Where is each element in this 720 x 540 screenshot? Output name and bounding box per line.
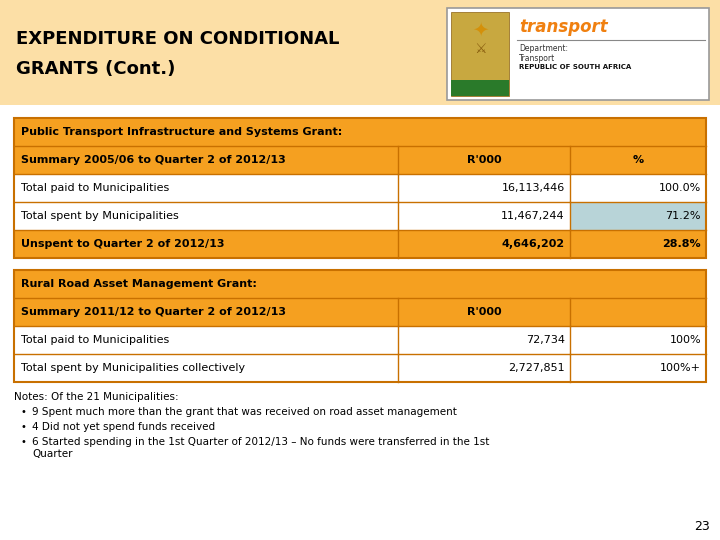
Bar xyxy=(451,80,509,96)
Text: 100.0%: 100.0% xyxy=(659,183,701,193)
Text: 16,113,446: 16,113,446 xyxy=(501,183,564,193)
Text: 71.2%: 71.2% xyxy=(665,211,701,221)
Text: REPUBLIC OF SOUTH AFRICA: REPUBLIC OF SOUTH AFRICA xyxy=(519,64,631,70)
Bar xyxy=(398,202,570,230)
Bar xyxy=(447,8,709,100)
Bar xyxy=(14,270,706,382)
Bar xyxy=(570,174,706,202)
Text: EXPENDITURE ON CONDITIONAL: EXPENDITURE ON CONDITIONAL xyxy=(16,30,339,48)
Text: Total paid to Municipalities: Total paid to Municipalities xyxy=(21,183,169,193)
Text: ✦: ✦ xyxy=(472,20,488,39)
Text: %: % xyxy=(632,155,644,165)
Text: Total spent by Municipalities collectively: Total spent by Municipalities collective… xyxy=(21,363,245,373)
Bar xyxy=(14,298,706,326)
Bar xyxy=(0,0,720,105)
Bar xyxy=(570,326,706,354)
Text: 4,646,202: 4,646,202 xyxy=(502,239,564,249)
Text: Total paid to Municipalities: Total paid to Municipalities xyxy=(21,335,169,345)
Text: 6 Started spending in the 1st Quarter of 2012/13 – No funds were transferred in : 6 Started spending in the 1st Quarter of… xyxy=(32,437,490,447)
Bar xyxy=(398,354,570,382)
Text: Transport: Transport xyxy=(519,54,555,63)
Text: Department:: Department: xyxy=(519,44,568,53)
Text: R'000: R'000 xyxy=(467,307,501,317)
Bar xyxy=(398,326,570,354)
Text: R'000: R'000 xyxy=(467,155,501,165)
Text: Notes: Of the 21 Municipalities:: Notes: Of the 21 Municipalities: xyxy=(14,392,179,402)
Text: Public Transport Infrastructure and Systems Grant:: Public Transport Infrastructure and Syst… xyxy=(21,127,342,137)
Text: 100%+: 100%+ xyxy=(660,363,701,373)
Bar xyxy=(14,326,398,354)
Text: ⚔: ⚔ xyxy=(474,42,486,56)
Bar xyxy=(14,230,398,258)
Bar xyxy=(14,174,398,202)
Text: 28.8%: 28.8% xyxy=(662,239,701,249)
Text: 100%: 100% xyxy=(670,335,701,345)
Text: 11,467,244: 11,467,244 xyxy=(501,211,564,221)
Text: 23: 23 xyxy=(694,520,710,533)
Text: Summary 2011/12 to Quarter 2 of 2012/13: Summary 2011/12 to Quarter 2 of 2012/13 xyxy=(21,307,286,317)
Text: 72,734: 72,734 xyxy=(526,335,564,345)
Bar xyxy=(451,12,509,96)
Text: •: • xyxy=(20,407,26,417)
Bar xyxy=(14,118,706,146)
Text: Rural Road Asset Management Grant:: Rural Road Asset Management Grant: xyxy=(21,279,257,289)
Bar xyxy=(14,270,706,298)
Text: Unspent to Quarter 2 of 2012/13: Unspent to Quarter 2 of 2012/13 xyxy=(21,239,225,249)
Bar xyxy=(570,230,706,258)
Bar xyxy=(398,230,570,258)
Bar xyxy=(398,174,570,202)
Bar xyxy=(14,118,706,258)
Text: Quarter: Quarter xyxy=(32,449,73,459)
Text: •: • xyxy=(20,437,26,447)
Bar xyxy=(14,354,398,382)
Text: •: • xyxy=(20,422,26,432)
Bar xyxy=(570,202,706,230)
Text: Summary 2005/06 to Quarter 2 of 2012/13: Summary 2005/06 to Quarter 2 of 2012/13 xyxy=(21,155,286,165)
Text: GRANTS (Cont.): GRANTS (Cont.) xyxy=(16,60,176,78)
Bar xyxy=(14,146,706,174)
Text: 4 Did not yet spend funds received: 4 Did not yet spend funds received xyxy=(32,422,215,432)
Bar xyxy=(14,202,398,230)
Bar xyxy=(570,354,706,382)
Text: transport: transport xyxy=(519,18,608,36)
Text: 2,727,851: 2,727,851 xyxy=(508,363,564,373)
Text: 9 Spent much more than the grant that was received on road asset management: 9 Spent much more than the grant that wa… xyxy=(32,407,457,417)
Text: Total spent by Municipalities: Total spent by Municipalities xyxy=(21,211,179,221)
